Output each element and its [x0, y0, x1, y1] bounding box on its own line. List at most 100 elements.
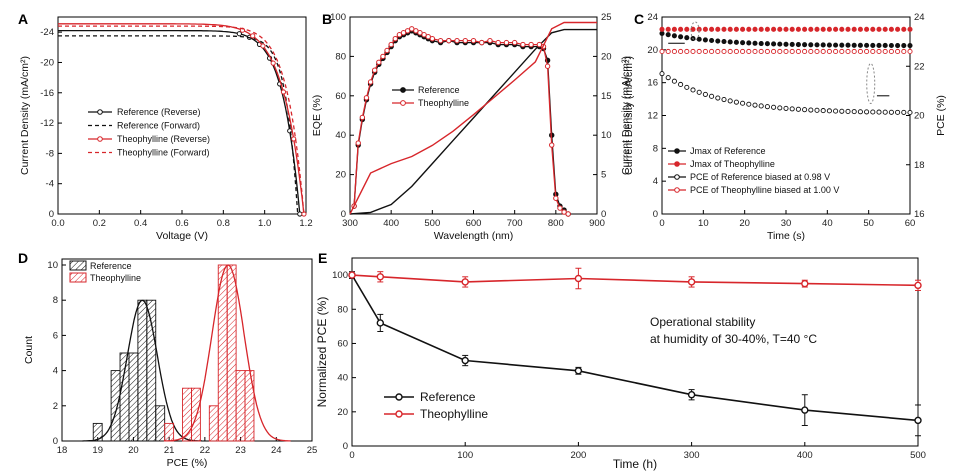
eqe-point [528, 41, 534, 48]
x-tick-label: 0.6 [175, 218, 188, 229]
legend-marker [674, 187, 680, 193]
eqe-point [557, 205, 563, 211]
x-tick-label: 300 [684, 450, 700, 461]
y2-tick-label: 24 [914, 12, 925, 23]
stability-point [574, 274, 583, 283]
time-point [802, 48, 808, 55]
y-tick-label: 100 [330, 12, 346, 23]
eqe-point [503, 39, 510, 46]
time-point [864, 42, 870, 48]
time-point [733, 26, 739, 32]
time-point [851, 109, 857, 115]
x-tick-label: 0 [659, 218, 664, 229]
histogram-bar [137, 299, 148, 442]
jv-curve [58, 25, 305, 215]
time-point [715, 48, 721, 55]
time-point [721, 96, 727, 103]
legend-marker [97, 136, 103, 142]
time-point [901, 42, 907, 49]
time-point [870, 109, 876, 115]
histogram-bar [208, 405, 219, 442]
time-point [876, 42, 882, 48]
x-tick-label: 20 [739, 218, 750, 229]
eqe-series [349, 21, 597, 217]
stability-line [351, 274, 919, 287]
timeseries [659, 26, 913, 32]
eqe-point [380, 53, 386, 60]
y-tick-label: -8 [46, 148, 54, 159]
y-tick-label: 20 [647, 45, 658, 56]
legend-label: PCE of Theophylline biased at 1.00 V [690, 185, 839, 195]
time-point [833, 26, 839, 32]
time-point [839, 42, 845, 48]
time-point [665, 32, 671, 38]
annotation-line-1: Operational stability [650, 315, 755, 329]
stability-point [376, 273, 384, 281]
eqe-point [372, 67, 378, 73]
x-tick-label: 40 [822, 218, 833, 229]
time-point [870, 42, 876, 48]
time-point [833, 48, 839, 55]
time-point [783, 26, 789, 32]
time-point [814, 48, 820, 55]
time-point [671, 78, 677, 84]
panel-label-d: D [18, 250, 28, 266]
x-tick-label: 100 [457, 450, 473, 461]
legend-marker [674, 174, 680, 180]
time-point [665, 75, 671, 81]
time-point [857, 42, 863, 48]
time-point [678, 48, 684, 55]
y2-tick-label: 5 [601, 170, 606, 181]
stability-point [914, 416, 922, 425]
time-point [857, 26, 863, 32]
time-point [808, 48, 814, 55]
time-point [684, 35, 690, 41]
time-point [702, 37, 708, 43]
time-point [709, 48, 715, 55]
x-tick-label: 300 [342, 218, 358, 229]
eqe-point [425, 34, 431, 40]
time-point [901, 26, 907, 32]
legend-swatch [69, 260, 87, 271]
time-point [733, 99, 739, 105]
integrated-jsc-curve [349, 28, 597, 215]
time-point [808, 107, 814, 113]
time-point [789, 26, 795, 32]
eqe-point [446, 37, 452, 44]
time-point [740, 40, 746, 46]
time-point [702, 91, 708, 97]
time-point [696, 48, 702, 55]
time-point [808, 26, 814, 32]
x-tick-label: 500 [910, 450, 926, 461]
jv-point [236, 31, 242, 37]
x-tick-label: 0 [349, 450, 354, 461]
time-point [907, 48, 913, 55]
time-point [783, 41, 789, 47]
legend-label: Reference [90, 261, 132, 271]
jv-point [291, 136, 297, 142]
time-point [802, 26, 808, 32]
time-point [721, 48, 727, 55]
time-point [684, 84, 690, 90]
y-axis-label: Current Density (mA/cm²) [623, 56, 635, 175]
time-point [882, 109, 888, 115]
time-point [771, 41, 777, 47]
time-point [696, 89, 702, 95]
time-point [826, 42, 832, 48]
y-tick-label: 80 [335, 51, 346, 62]
eqe-point [536, 41, 543, 48]
callout-ellipse [866, 62, 876, 104]
stability-series [348, 267, 922, 291]
stability-point [348, 271, 356, 279]
time-point [758, 40, 764, 47]
legend-label: PCE of Reference biased at 0.98 V [690, 172, 830, 182]
x-tick-label: 500 [424, 218, 440, 229]
time-point [888, 26, 894, 32]
y-axis-label: Count [23, 336, 35, 364]
integrated-jsc-curve [349, 21, 597, 215]
time-point [671, 48, 677, 55]
y2-tick-label: 15 [601, 91, 612, 102]
stability-point [574, 367, 583, 375]
jv-point [297, 211, 303, 217]
legend-label: Reference [420, 390, 476, 404]
